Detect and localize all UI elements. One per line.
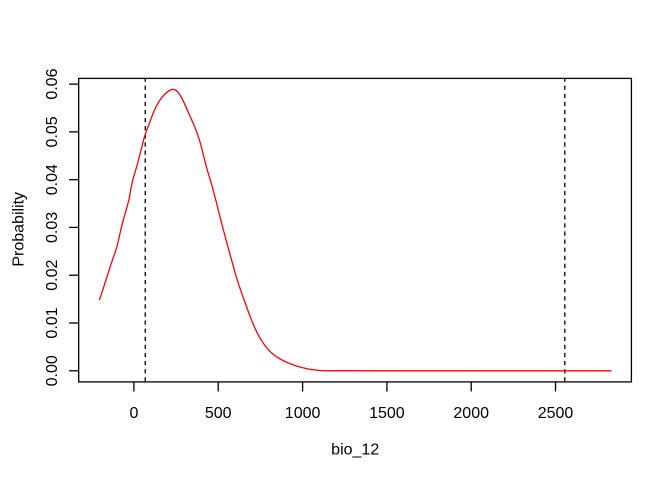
svg-text:500: 500: [205, 405, 232, 422]
svg-text:1500: 1500: [369, 405, 405, 422]
svg-text:0.00: 0.00: [44, 355, 61, 386]
svg-text:bio_12: bio_12: [331, 442, 379, 459]
svg-text:2000: 2000: [453, 405, 489, 422]
svg-text:Probability: Probability: [11, 192, 28, 267]
svg-text:0.05: 0.05: [44, 116, 61, 147]
svg-text:0: 0: [129, 405, 138, 422]
svg-text:0.04: 0.04: [44, 164, 61, 195]
svg-text:2500: 2500: [538, 405, 574, 422]
svg-text:0.03: 0.03: [44, 212, 61, 243]
svg-text:1000: 1000: [285, 405, 321, 422]
svg-text:0.06: 0.06: [44, 68, 61, 99]
svg-text:0.01: 0.01: [44, 307, 61, 338]
svg-text:0.02: 0.02: [44, 260, 61, 291]
